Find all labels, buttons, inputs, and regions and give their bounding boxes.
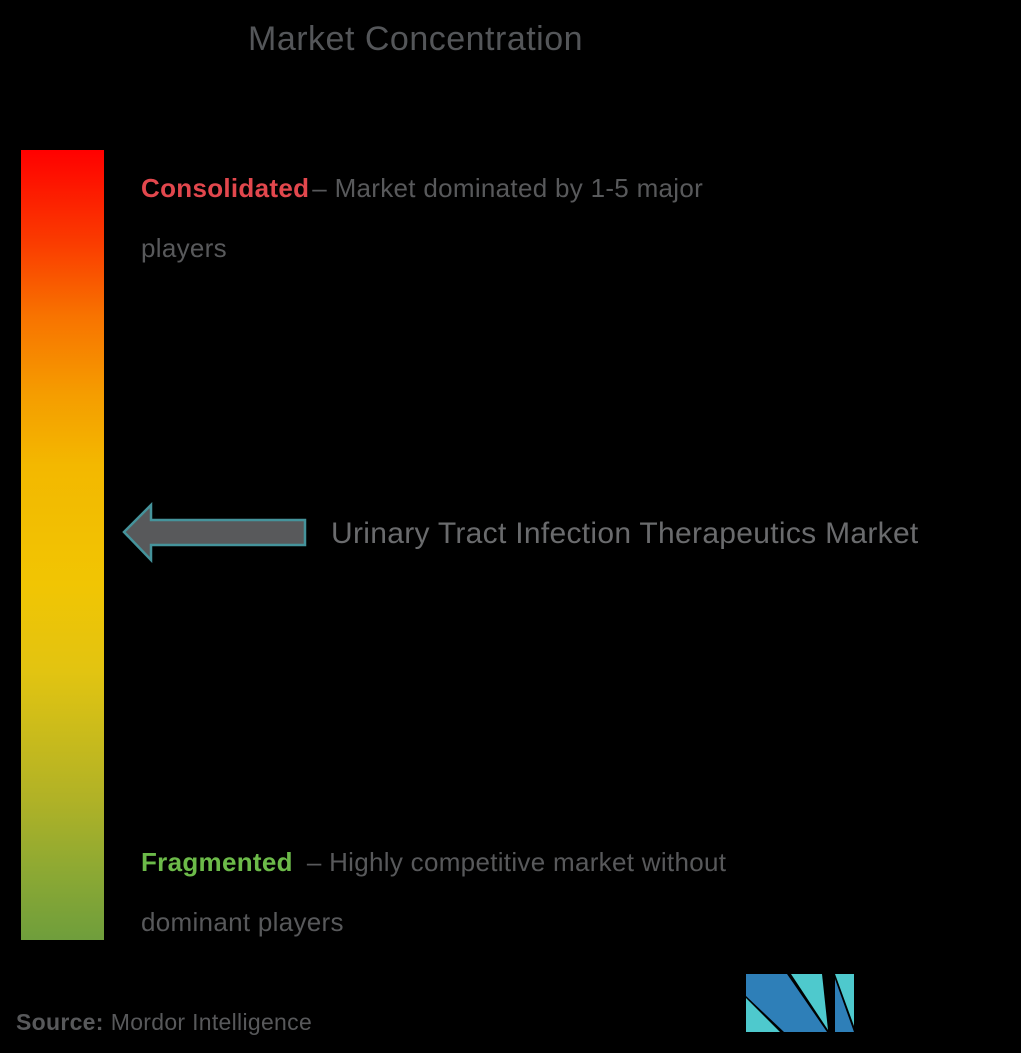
page-title: Market Concentration bbox=[248, 20, 584, 58]
source-label: Source: bbox=[16, 1009, 104, 1035]
concentration-gradient-scale bbox=[21, 150, 104, 940]
consolidated-line-1: Consolidated – Market dominated by 1-5 ma… bbox=[141, 158, 703, 218]
consolidated-term: Consolidated bbox=[141, 173, 310, 203]
consolidated-rest: – Market dominated by 1-5 major bbox=[312, 173, 704, 203]
fragmented-line-1: Fragmented – Highly competitive market wi… bbox=[141, 832, 726, 892]
market-indicator-label: Urinary Tract Infection Therapeutics Mar… bbox=[331, 517, 919, 550]
arrow-left-icon bbox=[122, 502, 307, 563]
fragmented-line-2: dominant players bbox=[141, 907, 344, 937]
fragmented-description: Fragmented – Highly competitive market wi… bbox=[141, 832, 726, 952]
fragmented-term: Fragmented bbox=[141, 847, 293, 877]
fragmented-rest: – Highly competitive market without bbox=[306, 847, 727, 877]
mordor-intelligence-logo bbox=[746, 974, 854, 1032]
consolidated-line-2: players bbox=[141, 233, 227, 263]
source-attribution: Source: Mordor Intelligence bbox=[16, 1000, 312, 1044]
consolidated-description: Consolidated – Market dominated by 1-5 ma… bbox=[141, 158, 703, 278]
source-value: Mordor Intelligence bbox=[110, 1009, 313, 1035]
